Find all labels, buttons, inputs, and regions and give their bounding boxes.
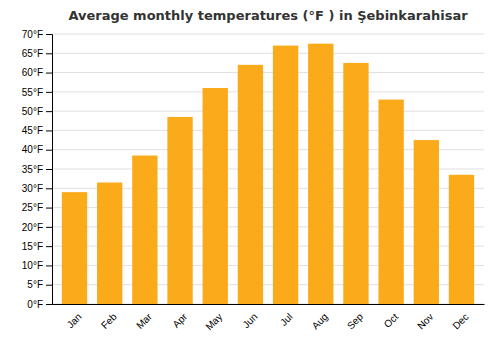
tick-label: 0°F <box>27 299 43 310</box>
grid-line <box>52 91 484 92</box>
tick: 0°F <box>27 299 52 310</box>
tick-mark <box>46 227 52 228</box>
tick: 5°F <box>27 279 52 290</box>
tick-label: 5°F <box>27 279 43 290</box>
tick-label: 30°F <box>22 183 43 194</box>
tick: Aug <box>310 311 330 331</box>
tick-label: May <box>203 311 224 332</box>
tick: 25°F <box>22 202 52 213</box>
tick: Nov <box>415 311 435 331</box>
tick: Feb <box>99 311 119 331</box>
tick-label: Apr <box>170 311 189 330</box>
tick: May <box>203 311 224 332</box>
grid-line <box>52 53 484 54</box>
bar <box>132 156 157 305</box>
bar <box>238 65 263 304</box>
tick: 65°F <box>22 48 52 59</box>
axis-line <box>46 35 53 305</box>
tick-mark <box>46 92 52 93</box>
tick: 40°F <box>22 144 52 155</box>
tick-mark <box>46 73 52 74</box>
tick-mark <box>46 246 52 247</box>
title: Average monthly temperatures (°F ) in Şe… <box>68 8 468 23</box>
y-axis: 0°F 5°F 10°F 15°F 20°F 25°F 30°F 35°F 40°F 45°F 50… <box>22 29 53 310</box>
bar <box>414 140 439 304</box>
tick-label: 50°F <box>22 106 43 117</box>
tick: 70°F <box>22 29 52 40</box>
grid-line <box>52 130 484 131</box>
tick-mark <box>46 208 52 209</box>
tick-label: 45°F <box>22 125 43 136</box>
bars <box>62 44 474 304</box>
x-axis: Jan Feb Mar Apr May Jun Jul Aug Sep Oct Nov Dec <box>53 305 485 333</box>
bar <box>167 117 192 304</box>
tick-mark <box>46 111 52 112</box>
bar <box>343 63 368 304</box>
axis-line <box>53 304 485 305</box>
tick-label: 70°F <box>22 29 43 40</box>
tick: 35°F <box>22 164 52 175</box>
tick-label: 40°F <box>22 144 43 155</box>
grid-line <box>52 111 484 112</box>
tick: Oct <box>382 311 401 330</box>
bar <box>449 175 474 304</box>
tick-label: Jul <box>278 311 295 328</box>
bar <box>308 44 333 304</box>
tick-label: 20°F <box>22 222 43 233</box>
tick-mark <box>46 53 52 54</box>
tick: 15°F <box>22 241 52 252</box>
tick-mark <box>46 130 52 131</box>
tick-mark <box>46 34 52 35</box>
tick-label: Aug <box>310 311 330 331</box>
tick: 45°F <box>22 125 52 136</box>
tick: Apr <box>170 311 189 330</box>
tick-mark <box>46 304 52 305</box>
tick-mark <box>46 265 52 266</box>
tick-label: Mar <box>134 311 154 331</box>
bar <box>378 100 403 304</box>
grid-line <box>52 34 484 35</box>
grid <box>52 34 484 304</box>
tick: 10°F <box>22 260 52 271</box>
bar <box>273 46 298 304</box>
tick-label: Dec <box>450 311 470 331</box>
tick-label: Jun <box>240 311 259 330</box>
tick-label: 10°F <box>22 260 43 271</box>
plot: 0°F 5°F 10°F 15°F 20°F 25°F 30°F 35°F 40°F 45°F 50… <box>22 29 485 333</box>
tick: 60°F <box>22 67 52 78</box>
tick-mark <box>46 285 52 286</box>
tick-label: Nov <box>415 311 435 331</box>
tick: 30°F <box>22 183 52 194</box>
tick: Dec <box>450 311 470 331</box>
tick-label: 55°F <box>22 87 43 98</box>
tick-label: 35°F <box>22 164 43 175</box>
tick-label: 15°F <box>22 241 43 252</box>
tick-label: Jan <box>65 311 84 330</box>
tick-label: 25°F <box>22 202 43 213</box>
tick-mark <box>46 150 52 151</box>
tick: Jan <box>65 311 84 330</box>
tick-label: Sep <box>345 311 366 332</box>
tick-label: Oct <box>382 311 401 330</box>
bar <box>203 88 228 304</box>
tick: 55°F <box>22 87 52 98</box>
tick-label: Feb <box>99 311 119 331</box>
grid-line <box>52 72 484 73</box>
tick: 50°F <box>22 106 52 117</box>
bar <box>97 183 122 305</box>
tick: Sep <box>345 311 366 332</box>
chart: Average monthly temperatures (°F ) in Şe… <box>0 0 500 350</box>
tick-label: 60°F <box>22 67 43 78</box>
tick: Mar <box>134 311 154 331</box>
tick: 20°F <box>22 222 52 233</box>
tick: Jul <box>278 311 295 328</box>
tick: Jun <box>240 311 259 330</box>
tick-mark <box>46 188 52 189</box>
tick-label: 65°F <box>22 48 43 59</box>
tick-mark <box>46 169 52 170</box>
bar <box>62 192 87 304</box>
